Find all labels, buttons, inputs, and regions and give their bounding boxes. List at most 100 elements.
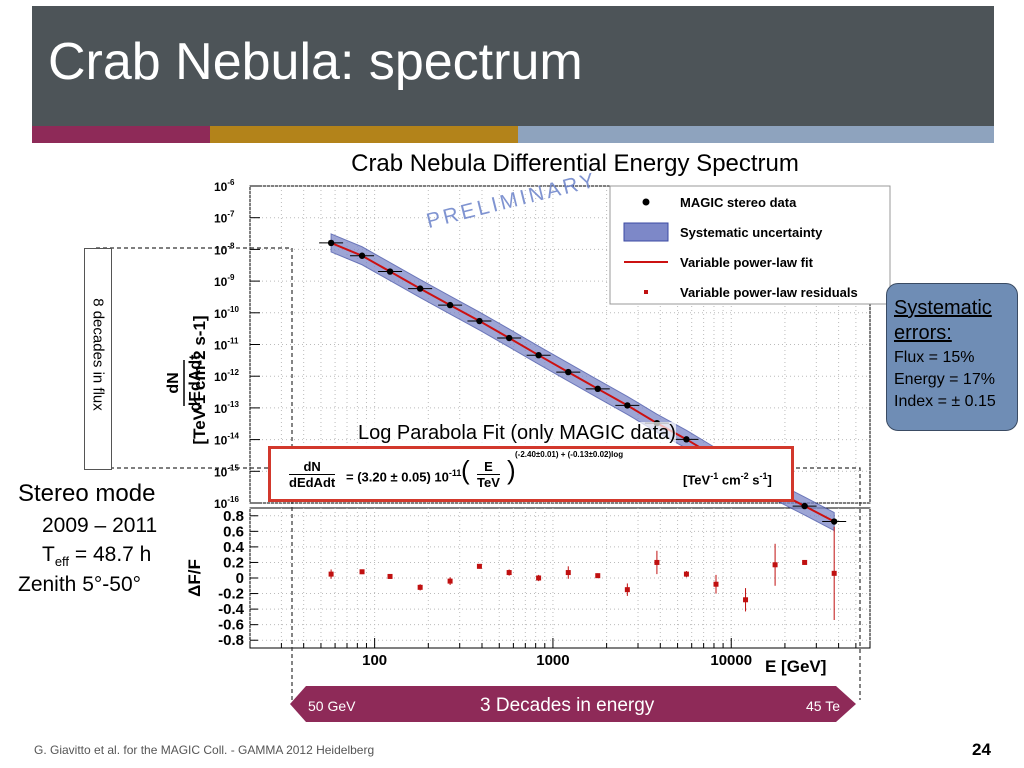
residual-point <box>683 571 689 577</box>
data-point <box>476 317 483 325</box>
chart-title: Crab Nebula Differential Energy Spectrum <box>351 150 799 177</box>
accent-bar-1 <box>32 126 210 143</box>
residual-points-layer <box>328 526 837 620</box>
formula-fraction: dN dEdAdt <box>289 459 336 490</box>
legend-marker-dot <box>642 198 650 206</box>
legend-box <box>609 185 891 305</box>
y-tick-label-bottom: -0.2 <box>218 586 244 603</box>
sys-energy: Energy = 17% <box>894 371 995 388</box>
stereo-years: 2009 – 2011 <box>42 514 158 537</box>
formula-index-exp: (-2.40±0.01) + (-0.13±0.02)log <box>515 450 624 459</box>
y-tick-label-bottom: -0.6 <box>218 617 244 634</box>
residual-point <box>536 575 542 581</box>
residual-point <box>565 570 571 576</box>
residual-point <box>359 569 365 575</box>
residual-point <box>476 563 482 569</box>
y-axis-label-den: dEdAdt <box>187 354 204 412</box>
y-tick-label-exp: -13 <box>227 400 239 409</box>
slide-header <box>32 6 994 126</box>
formula-base-den: TeV <box>477 475 500 490</box>
formula-numerator: dN <box>289 459 336 475</box>
y-tick-label-exp: -9 <box>227 273 235 282</box>
y-tick-label-exp: -12 <box>227 368 239 377</box>
data-point <box>386 268 394 275</box>
y-tick-label-bottom: 0.8 <box>223 508 244 525</box>
units-exp-2: -2 <box>740 471 749 481</box>
teff-sub: eff <box>54 554 70 570</box>
y-axis-label-units: [TeV-1 cm-2 s-1] <box>190 315 209 444</box>
slide-title: Crab Nebula: spectrum <box>48 33 583 91</box>
accent-bar-2 <box>210 126 518 143</box>
accent-bar-3 <box>518 126 994 143</box>
formula-paren-left: ( <box>461 455 470 485</box>
units-d: ] <box>767 472 772 488</box>
data-point <box>446 301 454 309</box>
legend-label: Variable power-law fit <box>680 255 814 270</box>
y-tick-label-exp: -7 <box>227 210 235 219</box>
units-c: s <box>748 472 760 488</box>
y-tick-label-top: 10-14 <box>214 432 239 448</box>
x-tick-label: 10000 <box>710 652 752 669</box>
guide-left <box>96 247 293 700</box>
residual-point <box>802 559 808 565</box>
legend-label: MAGIC stereo data <box>680 195 797 210</box>
legend-label: Systematic uncertainty <box>680 225 823 240</box>
stereo-teff: Teff = 48.7 h <box>42 543 151 569</box>
units-b: cm <box>718 472 741 488</box>
systematic-errors-box: Systematic errors: Flux = 15% Energy = 1… <box>886 283 1018 431</box>
energy-right-end: 45 Te <box>806 698 840 714</box>
formula-base: E TeV <box>477 459 500 490</box>
formula-norm: = (3.20 ± 0.05) 10-11 <box>346 468 461 484</box>
sys-index: Index = ± 0.15 <box>894 393 996 410</box>
residual-point <box>328 571 334 577</box>
x-axis-label: E [GeV] <box>765 657 826 676</box>
sys-flux: Flux = 15% <box>894 349 975 366</box>
residual-point <box>831 570 837 576</box>
data-point <box>683 436 690 443</box>
y-tick-label-top: 10-13 <box>214 400 239 416</box>
log-parabola-formula: dN dEdAdt = (3.20 ± 0.05) 10-11 ( E TeV … <box>268 446 794 502</box>
legend-marker-band <box>623 222 669 242</box>
data-point <box>594 385 601 393</box>
y-tick-label-top: 10-15 <box>214 463 239 479</box>
y-tick-label-exp: -6 <box>227 178 235 187</box>
energy-arrow <box>290 686 856 722</box>
y-tick-label-top: 10-7 <box>214 210 235 226</box>
data-point <box>830 518 838 525</box>
residual-point <box>387 573 393 579</box>
legend-marker-square <box>644 290 648 294</box>
legend-label: Variable power-law residuals <box>680 285 858 300</box>
data-point <box>535 351 542 359</box>
y-tick-label-bottom: 0.4 <box>223 539 245 556</box>
residual-point <box>506 570 512 576</box>
y-tick-label-top: 10-10 <box>214 305 239 321</box>
stereo-zenith: Zenith 5°-50° <box>18 573 142 596</box>
teff-value: = 48.7 h <box>69 543 152 566</box>
formula-paren-right: ) <box>507 455 516 485</box>
page-number: 24 <box>972 740 991 759</box>
systematic-errors-title: Systematic errors: <box>894 297 992 344</box>
y-tick-label-top: 10-9 <box>214 273 235 289</box>
data-point <box>327 239 335 247</box>
footer-citation: G. Giavitto et al. for the MAGIC Coll. -… <box>34 743 375 757</box>
y-tick-label-bottom: 0.2 <box>223 554 244 571</box>
y-tick-label-exp: -11 <box>227 337 239 346</box>
log-parabola-label: Log Parabola Fit (only MAGIC data) <box>358 422 676 445</box>
y-tick-label-exp: -15 <box>227 463 239 472</box>
x-tick-label: 100 <box>362 652 387 669</box>
y-tick-label-bottom: -0.4 <box>218 601 245 618</box>
residual-point <box>447 578 453 584</box>
residual-point <box>654 559 660 565</box>
residual-point <box>595 573 601 579</box>
formula-denominator: dEdAdt <box>289 475 336 490</box>
units-a: [TeV <box>683 472 711 488</box>
teff-prefix: T <box>42 543 55 566</box>
data-point <box>505 334 513 342</box>
data-point <box>624 402 631 409</box>
chart-legend: MAGIC stereo data Systematic uncertainty V… <box>609 185 891 305</box>
energy-left-end: 50 GeV <box>308 698 356 714</box>
y-tick-label-bottom: 0.6 <box>223 523 244 540</box>
y-tick-label-top: 10-12 <box>214 368 239 384</box>
residual-point <box>624 587 630 593</box>
